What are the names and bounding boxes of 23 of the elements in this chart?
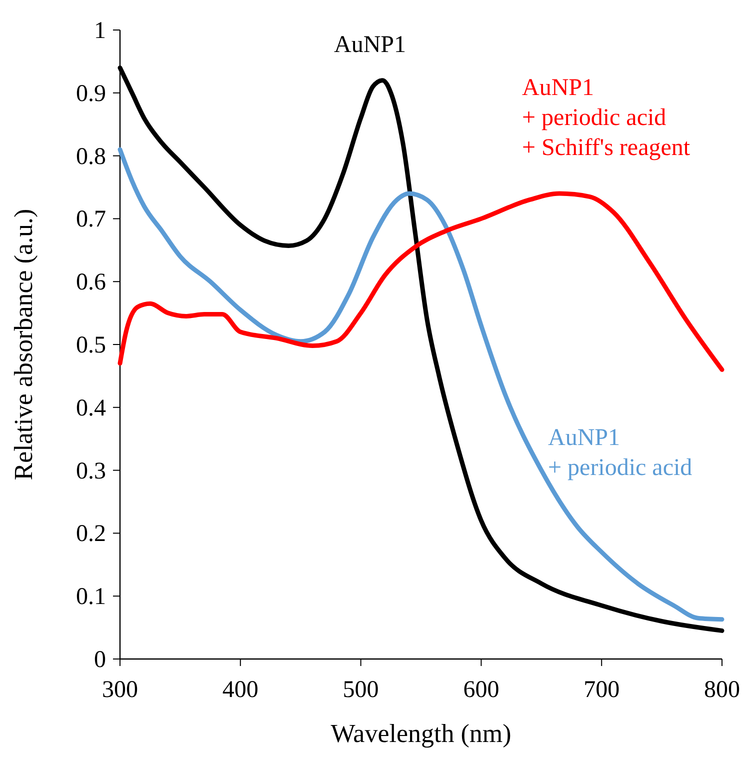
y-tick-label: 0.3 bbox=[76, 458, 106, 484]
line-series bbox=[118, 191, 724, 372]
x-tick-label: 700 bbox=[584, 677, 620, 703]
y-tick-label: 0.4 bbox=[76, 395, 106, 422]
x-tick-label: 400 bbox=[222, 677, 258, 703]
x-axis-title: Wavelength (nm) bbox=[330, 719, 512, 748]
x-tick-label: 300 bbox=[102, 677, 138, 703]
y-tick-label: 1 bbox=[94, 18, 106, 44]
series-label: AuNP1 + periodic acid bbox=[548, 425, 692, 481]
y-tick-label: 0.6 bbox=[76, 270, 106, 296]
y-tick-label: 0.5 bbox=[76, 332, 106, 358]
x-tick-label: 500 bbox=[342, 677, 379, 703]
x-tick-label: 600 bbox=[463, 677, 500, 703]
y-tick-label: 0 bbox=[94, 647, 106, 673]
y-tick-label: 0.9 bbox=[76, 80, 106, 107]
series-label: AuNP1 bbox=[334, 32, 406, 58]
y-tick-label: 0.7 bbox=[76, 206, 106, 233]
y-tick-label: 0.1 bbox=[76, 584, 106, 610]
series-label: AuNP1 + periodic acid + Schiff's reagent bbox=[522, 75, 690, 161]
y-tick-label: 0.2 bbox=[76, 521, 106, 548]
y-axis-title: Relative absorbance (a.u.) bbox=[9, 208, 38, 480]
x-tick-label: 800 bbox=[704, 677, 740, 703]
y-tick-label: 0.8 bbox=[76, 144, 106, 170]
